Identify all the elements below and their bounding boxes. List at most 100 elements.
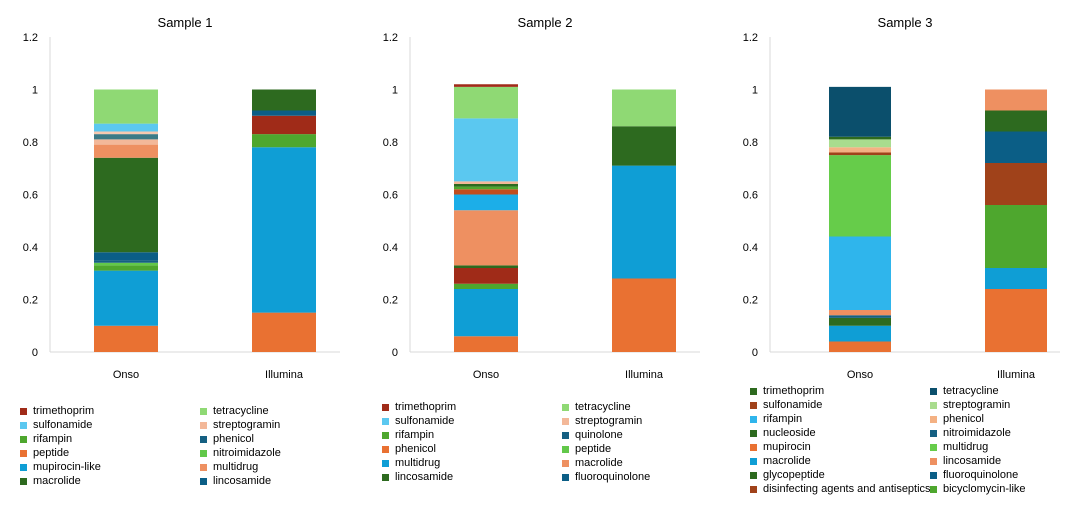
- x-tick-label: Illumina: [997, 369, 1036, 381]
- legend-label: mupirocin: [763, 441, 811, 453]
- bar-segment-streptogramin: [94, 139, 158, 145]
- legend-item: multidrug: [200, 460, 380, 474]
- legend-item: macrolide: [750, 454, 930, 468]
- chart-panel-sample-1: Sample 1 0 0.2 0.4 0.6 0.8 1 1.2 Onso Illumina tr…: [0, 0, 360, 510]
- legend-swatch: [382, 417, 389, 425]
- chart-panel-sample-2: Sample 2 0 0.2 0.4 0.6 0.8 1 1.2 Onso Illumina tr…: [360, 0, 720, 510]
- legend-item: fluoroquinolone: [930, 468, 1080, 482]
- legend-label: bicyclomycin-like: [943, 483, 1026, 495]
- legend-label: rifampin: [763, 413, 803, 425]
- bar-segment-streptogramin: [454, 181, 518, 184]
- bar-segment-trimethoprim: [454, 268, 518, 284]
- bar-segment-tetracycline: [454, 86, 518, 119]
- legend-item: mupirocin-like: [20, 460, 200, 474]
- legend-item: sulfonamide: [750, 398, 930, 412]
- y-tick-label: 1.2: [383, 32, 398, 44]
- legend-item: mupirocin: [750, 440, 930, 454]
- legend-item: phenicol: [930, 412, 1080, 426]
- bar-segment-sulfonamide: [829, 152, 891, 156]
- legend-swatch: [20, 421, 27, 429]
- legend-label: sulfonamide: [763, 399, 823, 411]
- bar-segment-peptide: [252, 312, 316, 352]
- bar-segment-peptide: [94, 325, 158, 352]
- legend-item: glycopeptide: [750, 468, 930, 482]
- x-tick-label: Onso: [847, 369, 873, 381]
- y-tick-label: 1: [392, 85, 398, 97]
- bar-segment-bicyclomycin-like: [985, 205, 1047, 268]
- bar-segment-macrolide: [985, 268, 1047, 289]
- chart-panel-sample-3: Sample 3 0 0.2 0.4 0.6 0.8 1 1.2 Onso Illumina tr…: [720, 0, 1080, 510]
- legend-sample-3: trimethoprim tetracycline sulfonamide strep…: [750, 384, 1080, 496]
- bar-segment-macrolide: [454, 210, 518, 266]
- bar-segment-tetracycline: [612, 89, 676, 127]
- legend-item: multidrug: [930, 440, 1080, 454]
- legend-swatch: [382, 473, 389, 481]
- legend-swatch: [750, 415, 757, 423]
- legend-swatch: [930, 443, 937, 451]
- legend-label: phenicol: [395, 443, 436, 455]
- x-tick-label: Illumina: [625, 369, 664, 381]
- legend-swatch: [750, 387, 757, 395]
- y-tick-label: 0.4: [383, 242, 398, 254]
- legend-item: streptogramin: [200, 418, 380, 432]
- y-tick-label: 0.2: [23, 295, 38, 307]
- y-tick-label: 0.2: [383, 295, 398, 307]
- y-tick-label: 0.6: [383, 190, 398, 202]
- legend-item: lincosamide: [382, 470, 562, 484]
- bar-segment-phenicol: [612, 278, 676, 352]
- bar-segment-streptogramin: [94, 131, 158, 135]
- legend-swatch: [930, 401, 937, 409]
- bar-segment-macrolide: [94, 157, 158, 253]
- legend-label: mupirocin-like: [33, 461, 101, 473]
- bar-segment-rifampin: [252, 134, 316, 148]
- legend-swatch: [20, 407, 27, 415]
- legend-swatch: [20, 435, 27, 443]
- legend-swatch: [562, 459, 569, 467]
- legend-item: phenicol: [382, 442, 562, 456]
- legend-swatch: [382, 445, 389, 453]
- legend-swatch: [200, 477, 207, 485]
- legend-item: rifampin: [750, 412, 930, 426]
- legend-label: streptogramin: [575, 415, 643, 427]
- legend-label: macrolide: [575, 457, 623, 469]
- legend-item: macrolide: [562, 456, 742, 470]
- legend-swatch: [930, 485, 937, 493]
- bar-segment-nucleoside: [985, 110, 1047, 132]
- bar-segment-trimethoprim: [454, 84, 518, 87]
- legend-swatch: [930, 471, 937, 479]
- legend-item: tetracycline: [562, 400, 742, 414]
- bar-segment-rifampin: [94, 265, 158, 271]
- bar-segment-macrolide: [252, 89, 316, 111]
- legend-swatch: [562, 431, 569, 439]
- legend-item: phenicol: [200, 432, 380, 446]
- legend-item: quinolone: [562, 428, 742, 442]
- legend-label: lincosamide: [395, 471, 454, 483]
- bar-segment-multidrug: [454, 289, 518, 337]
- legend-item: sulfonamide: [382, 414, 562, 428]
- y-tick-label: 1: [752, 85, 758, 97]
- legend-item: lincosamide: [200, 474, 380, 488]
- bar-segment-rifampin: [454, 283, 518, 289]
- legend-item: macrolide: [20, 474, 200, 488]
- bar-segment-multidrug: [94, 144, 158, 158]
- legend-swatch: [750, 429, 757, 437]
- legend-swatch: [382, 431, 389, 439]
- legend-item: streptogramin: [562, 414, 742, 428]
- bar-segment-fluoroquinolone: [985, 131, 1047, 163]
- legend-swatch: [20, 449, 27, 457]
- y-tick-label: 0.8: [383, 137, 398, 149]
- legend-label: peptide: [33, 447, 70, 459]
- legend-swatch: [562, 445, 569, 453]
- bar-segment-lincosamide: [454, 184, 518, 187]
- bar-segment-disinfecting-agents-and-antiseptics: [985, 89, 1047, 111]
- legend-swatch: [930, 415, 937, 423]
- legend-item: peptide: [562, 442, 742, 456]
- legend-label: multidrug: [943, 441, 989, 453]
- bar-segment-macrolide: [829, 325, 891, 342]
- legend-item: tetracycline: [200, 404, 380, 418]
- bar-segment-peptide: [454, 186, 518, 190]
- legend-label: trimethoprim: [763, 385, 825, 397]
- y-tick-label: 0: [32, 347, 38, 359]
- bar-segment-multidrug: [454, 194, 518, 211]
- legend-label: tetracycline: [943, 385, 999, 397]
